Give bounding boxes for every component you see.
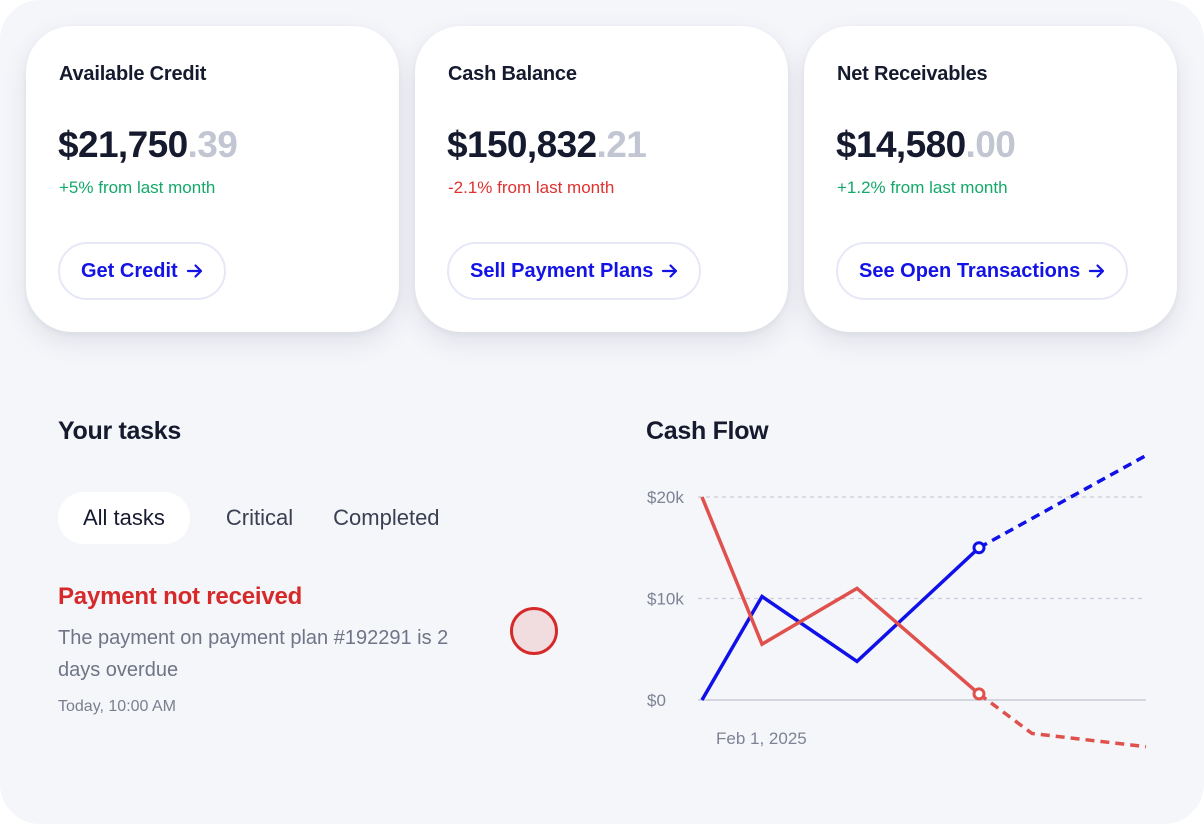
series-current-point <box>972 687 986 701</box>
card-change: -2.1% from last month <box>448 178 615 197</box>
card-amount: $21,750.39 <box>58 124 238 166</box>
y-tick-label: $20k <box>647 488 684 507</box>
series-line-projected <box>978 452 1149 550</box>
net-receivables-card: Net Receivables $14,580.00 +1.2% from la… <box>804 26 1177 332</box>
tasks-title: Your tasks <box>58 417 181 445</box>
tab-all-tasks[interactable]: All tasks <box>58 492 190 544</box>
y-tick-label: $10k <box>647 590 684 609</box>
task-timestamp: Today, 10:00 AM <box>58 698 176 715</box>
cash-flow-title: Cash Flow <box>646 417 769 445</box>
task-tabs: All tasks Critical Completed <box>58 492 460 544</box>
arrow-right-icon <box>186 264 202 278</box>
amount-cents: .39 <box>187 124 238 165</box>
cash-balance-card: Cash Balance $150,832.21 -2.1% from last… <box>415 26 788 332</box>
sell-payment-plans-button[interactable]: Sell Payment Plans <box>447 242 702 300</box>
card-amount: $150,832.21 <box>447 124 647 166</box>
series-current-point <box>972 541 986 555</box>
x-tick-label: Feb 1, 2025 <box>716 729 807 748</box>
arrow-right-icon <box>1089 264 1105 278</box>
series-line-actual <box>700 496 981 696</box>
card-title: Available Credit <box>59 63 207 85</box>
amount-main: $21,750 <box>58 124 188 165</box>
task-title: Payment not received <box>58 583 303 610</box>
arrow-right-icon <box>662 264 678 278</box>
series-line-actual <box>700 546 981 701</box>
card-change: +5% from last month <box>59 178 216 197</box>
amount-cents: .00 <box>965 124 1016 165</box>
card-amount: $14,580.00 <box>836 124 1016 166</box>
card-title: Net Receivables <box>837 63 988 85</box>
card-title: Cash Balance <box>448 63 577 85</box>
series-line-projected <box>977 692 1147 749</box>
tab-completed[interactable]: Completed <box>333 505 440 530</box>
amount-main: $14,580 <box>836 124 966 165</box>
see-open-transactions-button[interactable]: See Open Transactions <box>836 242 1129 300</box>
y-tick-label: $0 <box>647 691 666 710</box>
task-description: The payment on payment plan #192291 is 2… <box>58 627 449 681</box>
cta-label: Sell Payment Plans <box>470 259 654 282</box>
tab-critical[interactable]: Critical <box>225 505 294 530</box>
card-change: +1.2% from last month <box>837 178 1008 197</box>
alert-circle-icon[interactable] <box>510 607 558 655</box>
amount-cents: .21 <box>596 124 647 165</box>
amount-main: $150,832 <box>447 124 597 165</box>
available-credit-card: Available Credit $21,750.39 +5% from las… <box>26 26 399 332</box>
cta-label: See Open Transactions <box>859 259 1081 282</box>
cta-label: Get Credit <box>81 259 178 282</box>
get-credit-button[interactable]: Get Credit <box>58 242 226 300</box>
